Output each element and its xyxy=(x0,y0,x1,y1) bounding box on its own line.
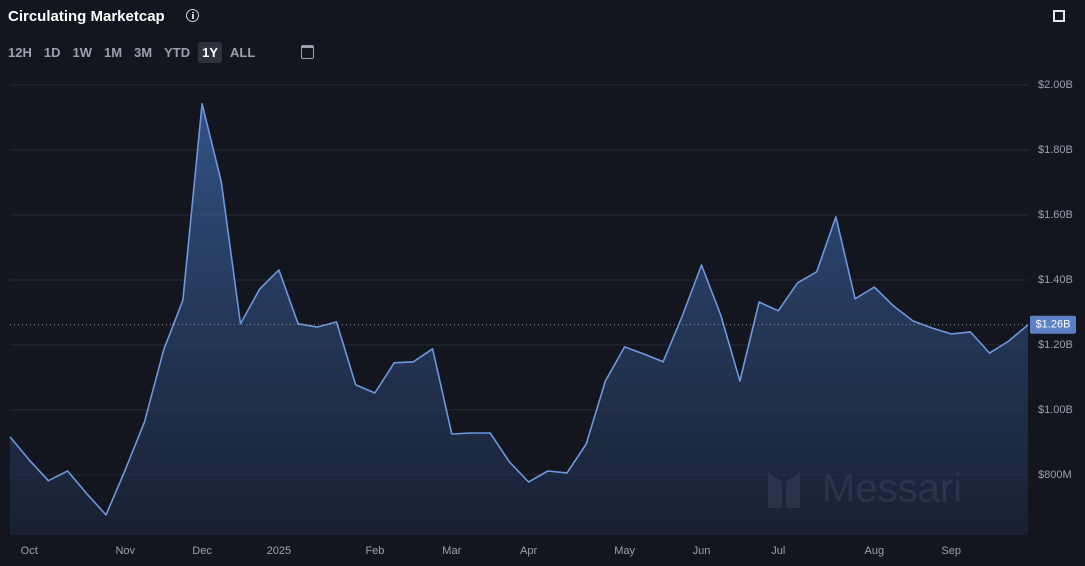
y-tick-label: $1.60B xyxy=(1038,209,1073,221)
chart-title: Circulating Marketcap xyxy=(8,8,165,25)
x-tick-label: Apr xyxy=(520,545,537,557)
range-button[interactable]: ALL xyxy=(230,45,256,60)
range-button[interactable]: 1M xyxy=(103,45,123,60)
calendar-button[interactable] xyxy=(301,45,314,59)
x-tick-label: Jun xyxy=(693,545,711,557)
x-tick-label: Nov xyxy=(115,545,135,557)
y-tick-label: $1.00B xyxy=(1038,404,1073,416)
current-value-box xyxy=(1030,315,1076,334)
range-button[interactable]: 1D xyxy=(43,45,61,60)
expand-button[interactable] xyxy=(1053,10,1065,22)
range-button[interactable]: 1W xyxy=(72,45,92,60)
x-tick-label: Oct xyxy=(21,545,38,557)
x-tick-label: May xyxy=(614,545,635,557)
x-tick-label: Mar xyxy=(442,545,461,557)
y-tick-label: $800M xyxy=(1038,469,1072,481)
x-tick-label: 2025 xyxy=(267,545,291,557)
area xyxy=(10,103,1028,536)
y-tick-label: $1.20B xyxy=(1038,339,1073,351)
y-tick-label: $1.80B xyxy=(1038,144,1073,156)
info-icon[interactable] xyxy=(186,9,199,22)
range-button[interactable]: YTD xyxy=(164,45,191,60)
range-button[interactable]: 1Y xyxy=(198,42,223,63)
x-tick-label: Jul xyxy=(771,545,785,557)
x-tick-label: Feb xyxy=(365,545,384,557)
x-tick-label: Aug xyxy=(865,545,885,557)
range-selector: 12H 1D 1W 1M 3M YTD 1Y ALL xyxy=(4,42,259,63)
current-value-label: $1.26B xyxy=(1036,319,1071,331)
y-tick-label: $2.00B xyxy=(1038,79,1073,91)
line xyxy=(9,103,1029,516)
range-button[interactable]: 3M xyxy=(134,45,153,60)
x-tick-label: Dec xyxy=(192,545,212,557)
y-tick-label: $1.40B xyxy=(1038,274,1073,286)
range-button[interactable]: 12H xyxy=(8,45,32,60)
x-tick-label: Sep xyxy=(941,545,961,557)
